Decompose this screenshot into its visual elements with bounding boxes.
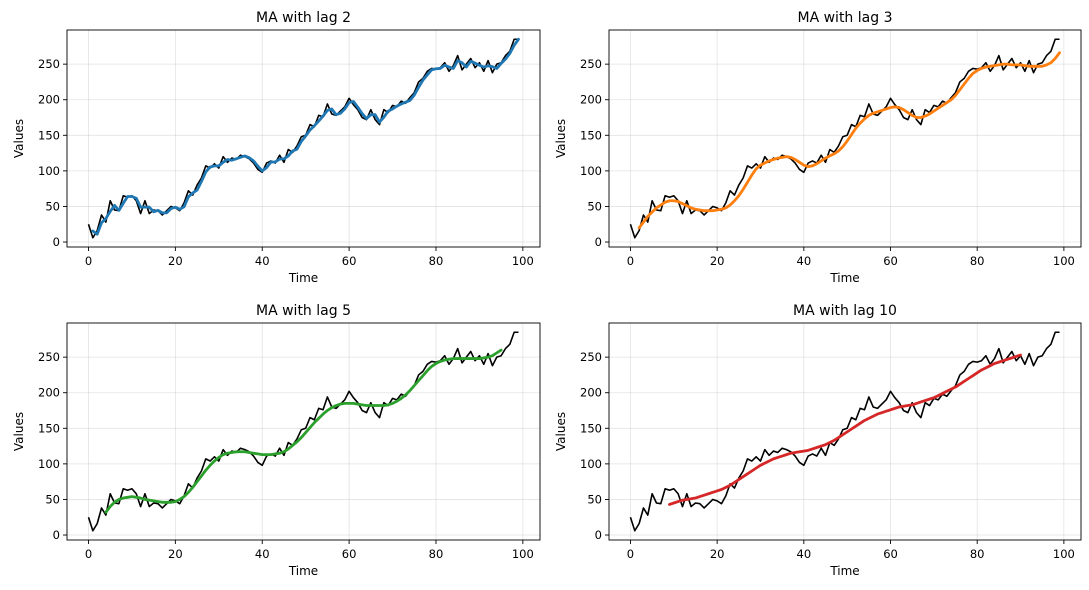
- x-tick-label: 100: [512, 254, 534, 268]
- x-tick-label: 60: [883, 547, 898, 561]
- x-tick-label: 100: [1053, 254, 1075, 268]
- y-tick-label: 0: [53, 235, 60, 249]
- chart-title: MA with lag 10: [793, 303, 897, 319]
- grid: [609, 30, 1081, 247]
- y-axis-label: Values: [554, 412, 568, 451]
- x-tick-label: 60: [342, 547, 357, 561]
- x-tick-label: 80: [429, 254, 444, 268]
- moving-average-line: [91, 37, 520, 236]
- subplot-4: 0 20 40 60 80 100 0 50 100 150 200 250 MA with lag 1…: [554, 303, 1082, 578]
- y-tick-label: 0: [53, 528, 60, 542]
- chart-title: MA with lag 2: [256, 10, 351, 26]
- x-tick-label: 80: [970, 547, 985, 561]
- x-axis-label: Time: [288, 564, 318, 578]
- y-tick-label: 0: [595, 528, 602, 542]
- y-tick-label: 50: [45, 199, 60, 213]
- y-tick-label: 250: [580, 350, 602, 364]
- y-tick-label: 200: [580, 386, 602, 400]
- x-tick-label: 20: [710, 254, 725, 268]
- y-tick-label: 150: [38, 128, 60, 142]
- y-tick-label: 250: [38, 350, 60, 364]
- axes-frame: [66, 322, 541, 541]
- grid: [67, 30, 540, 247]
- grid: [67, 323, 540, 540]
- y-tick-label: 50: [45, 492, 60, 506]
- x-tick-label: 100: [1053, 547, 1075, 561]
- x-tick-label: 60: [342, 254, 357, 268]
- x-axis-label: Time: [288, 271, 318, 285]
- x-tick-label: 100: [512, 547, 534, 561]
- x-tick-label: 40: [797, 254, 812, 268]
- x-tick-label: 0: [627, 547, 634, 561]
- y-tick-label: 250: [38, 57, 60, 71]
- moving-average-line: [637, 51, 1061, 230]
- y-tick-label: 50: [587, 199, 602, 213]
- subplot-2: 0 20 40 60 80 100 0 50 100 150 200 250 MA with lag 3…: [554, 10, 1082, 285]
- y-tick-label: 100: [38, 164, 60, 178]
- axes-frame: [608, 322, 1082, 541]
- x-tick-label: 0: [627, 254, 634, 268]
- x-tick-label: 80: [429, 547, 444, 561]
- y-tick-label: 150: [580, 421, 602, 435]
- y-tick-label: 50: [587, 492, 602, 506]
- moving-average-line: [668, 353, 1022, 506]
- y-tick-label: 250: [580, 57, 602, 71]
- y-tick-label: 100: [38, 457, 60, 471]
- x-axis-label: Time: [829, 271, 859, 285]
- y-tick-label: 0: [595, 235, 602, 249]
- chart-title: MA with lag 5: [256, 303, 351, 319]
- x-tick-label: 40: [255, 547, 270, 561]
- x-tick-label: 0: [85, 547, 92, 561]
- x-axis-label: Time: [829, 564, 859, 578]
- y-axis-label: Values: [554, 119, 568, 158]
- chart-title: MA with lag 3: [798, 10, 893, 26]
- x-tick-label: 0: [85, 254, 92, 268]
- x-tick-label: 40: [797, 547, 812, 561]
- raw-series-line: [629, 331, 1060, 532]
- x-tick-label: 20: [710, 547, 725, 561]
- y-axis-label: Values: [12, 412, 26, 451]
- y-tick-label: 100: [580, 457, 602, 471]
- x-tick-label: 20: [168, 547, 183, 561]
- y-tick-label: 100: [580, 164, 602, 178]
- subplot-3: 0 20 40 60 80 100 0 50 100 150 200 250 MA with lag 5…: [12, 303, 541, 578]
- y-axis-label: Values: [12, 119, 26, 158]
- x-tick-label: 60: [883, 254, 898, 268]
- y-tick-label: 200: [38, 386, 60, 400]
- axes-frame: [66, 29, 541, 248]
- x-tick-label: 40: [255, 254, 270, 268]
- grid: [609, 323, 1081, 540]
- x-tick-label: 80: [970, 254, 985, 268]
- y-tick-label: 200: [580, 93, 602, 107]
- y-tick-label: 200: [38, 93, 60, 107]
- x-tick-label: 20: [168, 254, 183, 268]
- y-tick-label: 150: [38, 421, 60, 435]
- axes-frame: [608, 29, 1082, 248]
- y-tick-label: 150: [580, 128, 602, 142]
- moving-average-line: [104, 348, 503, 514]
- subplot-1: 0 20 40 60 80 100 0 50 100 150 200 250 MA with lag 2…: [12, 10, 541, 285]
